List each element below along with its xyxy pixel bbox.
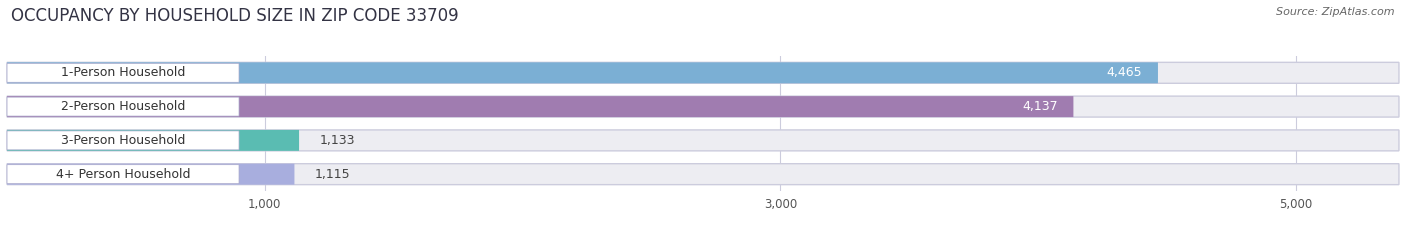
Text: 4+ Person Household: 4+ Person Household bbox=[56, 168, 190, 181]
FancyBboxPatch shape bbox=[7, 131, 239, 150]
Text: 4,137: 4,137 bbox=[1022, 100, 1057, 113]
FancyBboxPatch shape bbox=[7, 62, 1399, 83]
FancyBboxPatch shape bbox=[7, 164, 294, 185]
Text: 1,133: 1,133 bbox=[319, 134, 356, 147]
FancyBboxPatch shape bbox=[7, 130, 299, 151]
FancyBboxPatch shape bbox=[7, 63, 239, 82]
FancyBboxPatch shape bbox=[7, 164, 1399, 185]
FancyBboxPatch shape bbox=[7, 130, 1399, 151]
Text: OCCUPANCY BY HOUSEHOLD SIZE IN ZIP CODE 33709: OCCUPANCY BY HOUSEHOLD SIZE IN ZIP CODE … bbox=[11, 7, 458, 25]
Text: 4,465: 4,465 bbox=[1107, 66, 1143, 79]
Text: 1-Person Household: 1-Person Household bbox=[60, 66, 186, 79]
FancyBboxPatch shape bbox=[7, 97, 239, 116]
FancyBboxPatch shape bbox=[7, 62, 1159, 83]
FancyBboxPatch shape bbox=[7, 96, 1073, 117]
Text: 3-Person Household: 3-Person Household bbox=[60, 134, 186, 147]
Text: 1,115: 1,115 bbox=[315, 168, 350, 181]
Text: 2-Person Household: 2-Person Household bbox=[60, 100, 186, 113]
FancyBboxPatch shape bbox=[7, 96, 1399, 117]
Text: Source: ZipAtlas.com: Source: ZipAtlas.com bbox=[1277, 7, 1395, 17]
FancyBboxPatch shape bbox=[7, 165, 239, 184]
